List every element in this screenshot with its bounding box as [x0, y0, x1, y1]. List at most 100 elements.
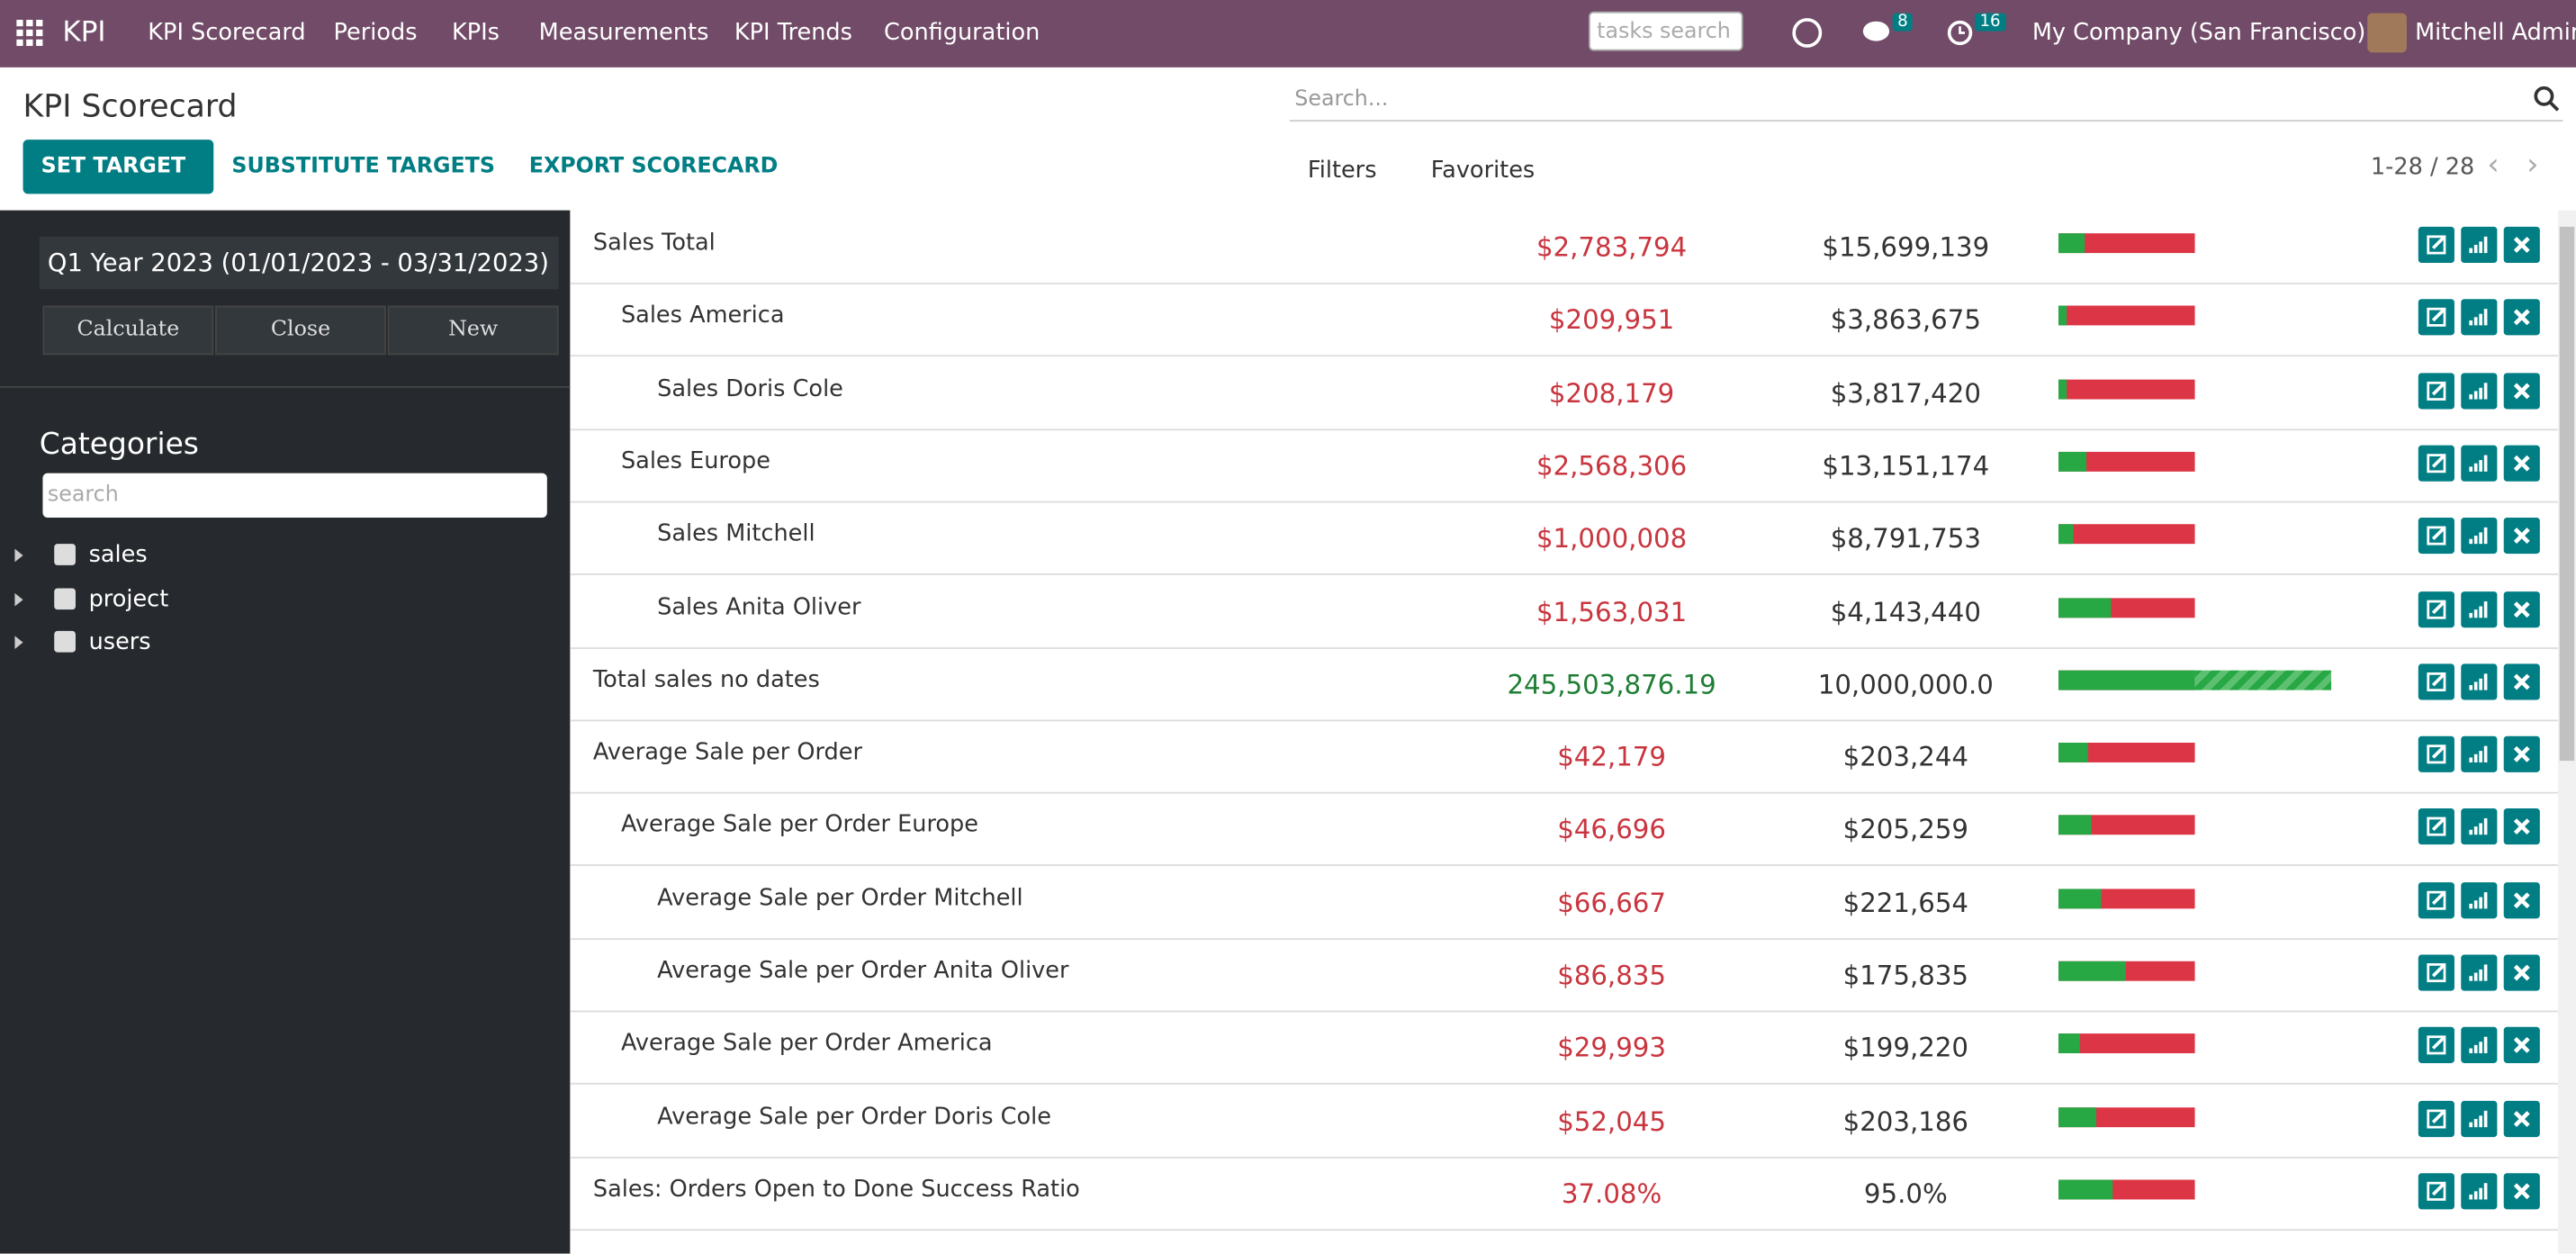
kpi-row[interactable]: Average Sale per Order Europe $46,696 $205… — [570, 792, 2558, 867]
delete-button[interactable] — [2503, 226, 2540, 264]
kpi-row[interactable]: Sales Anita Oliver $1,563,031 $4,143,440 — [570, 574, 2558, 649]
edit-button[interactable] — [2418, 226, 2454, 264]
menu-item[interactable]: Periods — [333, 19, 418, 47]
chart-button[interactable] — [2461, 226, 2498, 264]
chart-button[interactable] — [2461, 881, 2498, 918]
new-button[interactable]: New — [387, 305, 559, 356]
filters-button[interactable]: Filters — [1307, 158, 1377, 185]
delete-button[interactable] — [2503, 1173, 2540, 1210]
delete-button[interactable] — [2503, 445, 2540, 482]
edit-button[interactable] — [2418, 518, 2454, 555]
discuss-icon[interactable] — [1791, 16, 1824, 50]
chart-button[interactable] — [2461, 735, 2498, 773]
chart-button[interactable] — [2461, 808, 2498, 845]
apps-icon[interactable] — [16, 19, 43, 47]
chart-button[interactable] — [2461, 663, 2498, 700]
kpi-row[interactable]: Sales America $209,951 $3,863,675 — [570, 283, 2558, 357]
delete-button[interactable] — [2503, 735, 2540, 773]
progress-bar — [2058, 1033, 2081, 1054]
chart-button[interactable] — [2461, 1100, 2498, 1137]
expand-arrow[interactable] — [14, 592, 23, 606]
set-target-label[interactable]: SET TARGET — [41, 154, 186, 179]
edit-button[interactable] — [2418, 591, 2454, 627]
pager-prev[interactable]: ‹ — [2487, 148, 2499, 183]
category-checkbox[interactable] — [54, 587, 76, 609]
app-name[interactable]: KPI — [62, 16, 106, 50]
menu-item[interactable]: KPI Trends — [734, 19, 852, 47]
delete-button[interactable] — [2503, 808, 2540, 845]
kpi-row[interactable]: Sales Total $2,783,794 $15,699,139 — [570, 211, 2558, 284]
delete-button[interactable] — [2503, 372, 2540, 409]
expand-arrow[interactable] — [14, 636, 23, 649]
kpi-row[interactable]: Sales Mitchell $1,000,008 $8,791,753 — [570, 501, 2558, 576]
edit-button[interactable] — [2418, 881, 2454, 918]
delete-button[interactable] — [2503, 518, 2540, 555]
kpi-actual: $2,568,306 — [1536, 449, 1688, 482]
close-button[interactable]: Close — [215, 305, 386, 356]
kpi-row[interactable]: Sales Europe $2,568,306 $13,151,174 — [570, 429, 2558, 503]
chart-button[interactable] — [2461, 1173, 2498, 1210]
kpi-row[interactable]: Sales Doris Cole $208,179 $3,817,420 — [570, 356, 2558, 430]
edit-button[interactable] — [2418, 663, 2454, 700]
chart-button[interactable] — [2461, 518, 2498, 555]
chart-button[interactable] — [2461, 954, 2498, 991]
search-input[interactable]: Search... — [1289, 82, 2563, 122]
kpi-row[interactable]: Average Sale per Order Doris Cole $52,045… — [570, 1084, 2558, 1159]
search-icon[interactable] — [2534, 86, 2560, 112]
delete-button[interactable] — [2503, 1100, 2540, 1137]
kpi-row[interactable]: Average Sale per Order Mitchell $66,667 $2… — [570, 865, 2558, 940]
set-target-button[interactable] — [23, 140, 214, 194]
edit-button[interactable] — [2418, 1100, 2454, 1137]
edit-button[interactable] — [2418, 445, 2454, 482]
chart-button[interactable] — [2461, 372, 2498, 409]
kpi-target: $8,791,753 — [1830, 522, 1981, 555]
chart-button[interactable] — [2461, 299, 2498, 336]
menu-item[interactable]: KPI Scorecard — [148, 19, 306, 47]
edit-button[interactable] — [2418, 735, 2454, 773]
kpi-name: Average Sale per Order Europe — [620, 812, 979, 839]
edit-button[interactable] — [2418, 299, 2454, 336]
chart-button[interactable] — [2461, 591, 2498, 627]
edit-button[interactable] — [2418, 1173, 2454, 1210]
chart-button[interactable] — [2461, 1027, 2498, 1064]
kpi-row[interactable]: Average Sale per Order Anita Oliver $86,8… — [570, 938, 2558, 1013]
avatar[interactable] — [2367, 13, 2408, 53]
kpi-row[interactable]: Average Sale per Order $42,179 $203,244 — [570, 720, 2558, 794]
kpi-name: Average Sale per Order — [592, 739, 863, 766]
progress-red — [2058, 306, 2195, 326]
kpi-row[interactable]: Average Sale per Order America $29,993 $19… — [570, 1011, 2558, 1086]
menu-item[interactable]: KPIs — [451, 19, 500, 47]
user-menu[interactable]: Mitchell Admin — [2415, 19, 2576, 47]
menu-item[interactable]: Configuration — [883, 19, 1040, 47]
delete-button[interactable] — [2503, 591, 2540, 627]
period-select[interactable]: Q1 Year 2023 (01/01/2023 - 03/31/2023) — [39, 236, 559, 290]
edit-button[interactable] — [2418, 808, 2454, 845]
category-checkbox[interactable] — [54, 544, 76, 565]
kpi-row[interactable]: Sales: Orders Open to Done Success Ratio… — [570, 1157, 2558, 1231]
tasks-search[interactable]: tasks search — [1589, 11, 1743, 51]
pager-next[interactable]: › — [2526, 148, 2539, 183]
favorites-button[interactable]: Favorites — [1430, 158, 1536, 185]
menu-item[interactable]: Measurements — [538, 19, 709, 47]
edit-button[interactable] — [2418, 954, 2454, 991]
company-switch[interactable]: My Company (San Francisco) — [2031, 19, 2366, 47]
kpi-row[interactable]: Total sales no dates 245,503,876.19 10,000… — [570, 647, 2558, 721]
edit-button[interactable] — [2418, 372, 2454, 409]
messages-icon[interactable] — [1861, 20, 1895, 46]
delete-button[interactable] — [2503, 881, 2540, 918]
delete-button[interactable] — [2503, 1027, 2540, 1064]
activities-icon[interactable] — [1947, 20, 1973, 46]
export-scorecard-button[interactable]: EXPORT SCORECARD — [528, 154, 779, 179]
progress-bar — [2058, 1179, 2113, 1200]
category-search[interactable]: search — [42, 473, 547, 518]
kpi-name: Average Sale per Order Doris Cole — [657, 1103, 1051, 1131]
substitute-targets-button[interactable]: SUBSTITUTE TARGETS — [231, 154, 495, 179]
calculate-button[interactable]: Calculate — [42, 305, 214, 356]
delete-button[interactable] — [2503, 299, 2540, 336]
delete-button[interactable] — [2503, 954, 2540, 991]
category-checkbox[interactable] — [54, 630, 76, 653]
edit-button[interactable] — [2418, 1027, 2454, 1064]
chart-button[interactable] — [2461, 445, 2498, 482]
delete-button[interactable] — [2503, 663, 2540, 700]
expand-arrow[interactable] — [14, 548, 23, 563]
